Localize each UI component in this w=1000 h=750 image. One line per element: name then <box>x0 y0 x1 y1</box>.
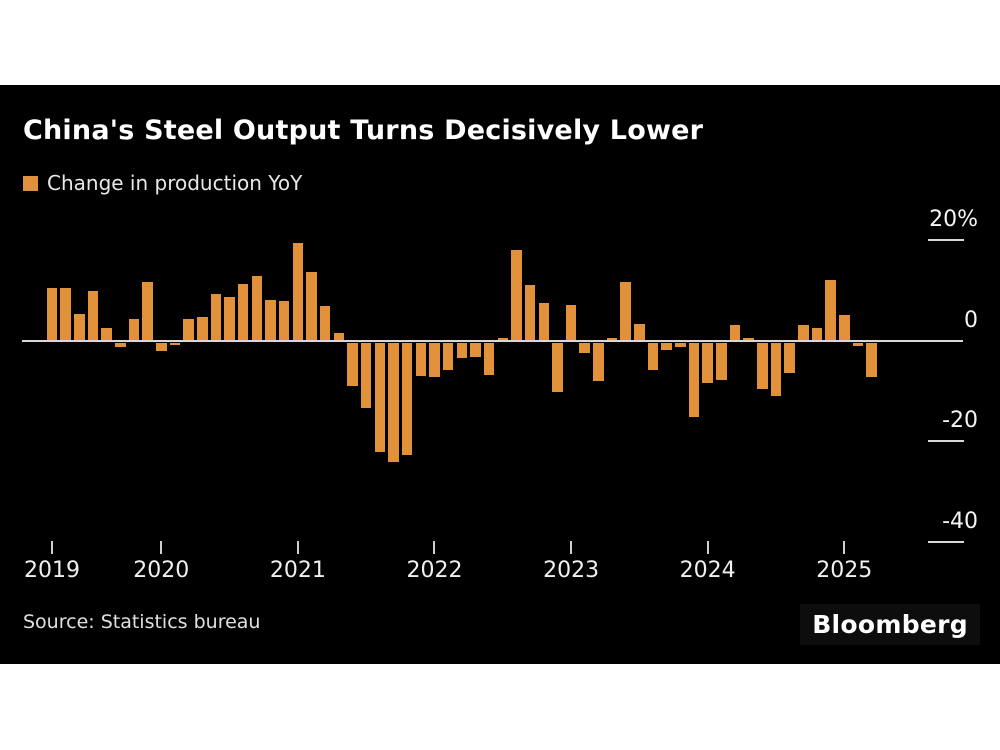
y-tick-label: 0 <box>964 307 978 333</box>
bar <box>210 293 222 341</box>
x-tick <box>296 541 299 554</box>
bar <box>87 291 99 341</box>
chart-title: China's Steel Output Turns Decisively Lo… <box>23 115 704 146</box>
bar <box>101 328 112 341</box>
bar <box>60 287 71 341</box>
bar <box>46 287 58 341</box>
bar <box>866 342 877 377</box>
legend-label: Change in production YoY <box>47 171 303 195</box>
y-tick <box>928 540 964 543</box>
bar <box>415 342 427 376</box>
y-tick-label: -20 <box>942 408 978 434</box>
bloomberg-logo: Bloomberg <box>800 604 980 645</box>
bar <box>224 297 235 341</box>
bar <box>319 306 331 341</box>
x-tick-label: 2022 <box>406 558 463 583</box>
bar <box>333 332 345 341</box>
bar <box>292 243 304 341</box>
bar <box>757 342 768 389</box>
x-tick-label: 2019 <box>24 558 80 583</box>
bar <box>347 342 358 386</box>
bar <box>565 305 577 341</box>
y-tick <box>928 440 964 443</box>
bar <box>156 342 167 352</box>
bar <box>483 342 495 376</box>
legend-swatch-icon <box>23 175 38 191</box>
bar <box>142 281 153 341</box>
x-tick <box>706 541 709 554</box>
bar <box>647 342 659 370</box>
bar <box>128 319 140 341</box>
y-tick <box>928 238 964 241</box>
bar <box>688 342 700 418</box>
x-tick <box>843 541 846 554</box>
bar <box>360 342 372 409</box>
bar <box>825 280 836 341</box>
source-note: Source: Statistics bureau <box>23 611 261 633</box>
bar <box>620 282 631 341</box>
bar <box>456 342 468 358</box>
bar <box>306 272 317 341</box>
bar <box>743 337 754 341</box>
bar <box>661 342 672 351</box>
bar <box>169 342 181 345</box>
bar <box>675 342 686 348</box>
bar <box>716 342 727 380</box>
zero-axis-line <box>22 339 963 342</box>
bar <box>497 337 509 341</box>
x-tick <box>160 541 163 554</box>
bar <box>374 342 386 452</box>
bar <box>798 325 809 341</box>
chart-panel: China's Steel Output Turns Decisively Lo… <box>0 85 1000 664</box>
bar <box>470 342 481 357</box>
x-tick-label: 2024 <box>679 558 736 583</box>
bar <box>278 301 290 341</box>
bar <box>442 342 454 370</box>
x-tick-label: 2021 <box>269 558 326 583</box>
bar <box>839 315 850 341</box>
bar <box>606 338 618 341</box>
bar <box>579 342 590 353</box>
x-tick <box>570 541 573 554</box>
bar <box>265 299 276 341</box>
bar <box>811 327 823 341</box>
bar <box>74 314 85 341</box>
x-tick <box>51 541 53 554</box>
bar <box>729 325 741 341</box>
x-tick-label: 2023 <box>543 558 600 583</box>
bar <box>183 318 194 341</box>
bar <box>852 342 864 346</box>
x-tick-label: 2020 <box>133 558 190 583</box>
bar <box>388 342 399 462</box>
bar <box>634 323 645 341</box>
bar <box>524 284 536 341</box>
bar <box>593 342 604 381</box>
x-tick-label: 2025 <box>816 558 873 583</box>
bar <box>429 342 440 377</box>
bar <box>552 342 563 392</box>
bar <box>770 342 782 397</box>
bar <box>784 342 795 374</box>
y-tick-label: 20% <box>929 206 978 232</box>
bar <box>511 250 522 341</box>
bar <box>197 317 208 341</box>
x-tick <box>433 541 436 554</box>
bar-chart-plot: 20% 0 -20 -40 2019 2020 2021 2022 2023 2024 2025 <box>0 85 1000 664</box>
bar <box>237 283 249 341</box>
bar <box>401 342 413 456</box>
bar <box>702 342 713 384</box>
legend: Change in production YoY <box>23 171 303 195</box>
y-tick-label: -40 <box>942 508 978 534</box>
bar <box>538 303 549 341</box>
bar <box>251 275 263 341</box>
bar <box>115 342 126 347</box>
